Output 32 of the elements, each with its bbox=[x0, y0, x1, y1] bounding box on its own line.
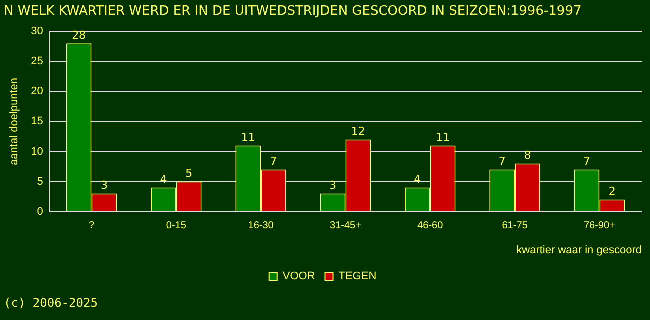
data-label: 7 bbox=[270, 155, 278, 168]
x-tick-label: 0-15 bbox=[166, 220, 187, 232]
data-label: 11 bbox=[241, 131, 256, 144]
data-label: 7 bbox=[498, 155, 506, 168]
data-label: 3 bbox=[330, 179, 337, 192]
y-tick-label: 20 bbox=[31, 86, 44, 98]
data-label: 11 bbox=[436, 131, 450, 144]
x-tick-label: 76-90+ bbox=[584, 220, 616, 232]
y-tick-label: 10 bbox=[31, 146, 44, 158]
legend-label: TEGEN bbox=[338, 270, 377, 283]
chart-title: N WELK KWARTIER WERD ER IN DE UITWEDSTRIJDEN GESCOORD IN SEIZOEN:1996-1997 bbox=[4, 4, 582, 20]
y-axis-title: aantal doelpunten bbox=[8, 78, 21, 166]
y-tick-label: 25 bbox=[31, 56, 44, 68]
x-axis-title: kwartier waar in gescoord bbox=[516, 244, 642, 256]
x-tick-label: 16-30 bbox=[248, 220, 274, 232]
legend-label: VOOR bbox=[282, 270, 316, 283]
data-label: 2 bbox=[608, 185, 616, 198]
x-tick-label: ? bbox=[88, 220, 95, 232]
data-label: 12 bbox=[351, 125, 366, 138]
data-label: 28 bbox=[72, 28, 86, 42]
data-label: 3 bbox=[100, 179, 108, 192]
y-tick-label: 0 bbox=[37, 206, 44, 218]
x-tick-label: 46-60 bbox=[418, 220, 444, 232]
text: (c) 2006-2025 bbox=[4, 296, 98, 310]
x-tick-label: 61-75 bbox=[502, 220, 528, 232]
x-tick-label: 31-45+ bbox=[330, 220, 362, 232]
data-label: 5 bbox=[186, 167, 193, 180]
y-tick-label: 15 bbox=[31, 116, 44, 128]
y-tick-label: 30 bbox=[31, 26, 44, 38]
data-label: 7 bbox=[583, 155, 590, 168]
data-label: 8 bbox=[524, 149, 532, 162]
y-tick-label: 5 bbox=[37, 176, 44, 188]
